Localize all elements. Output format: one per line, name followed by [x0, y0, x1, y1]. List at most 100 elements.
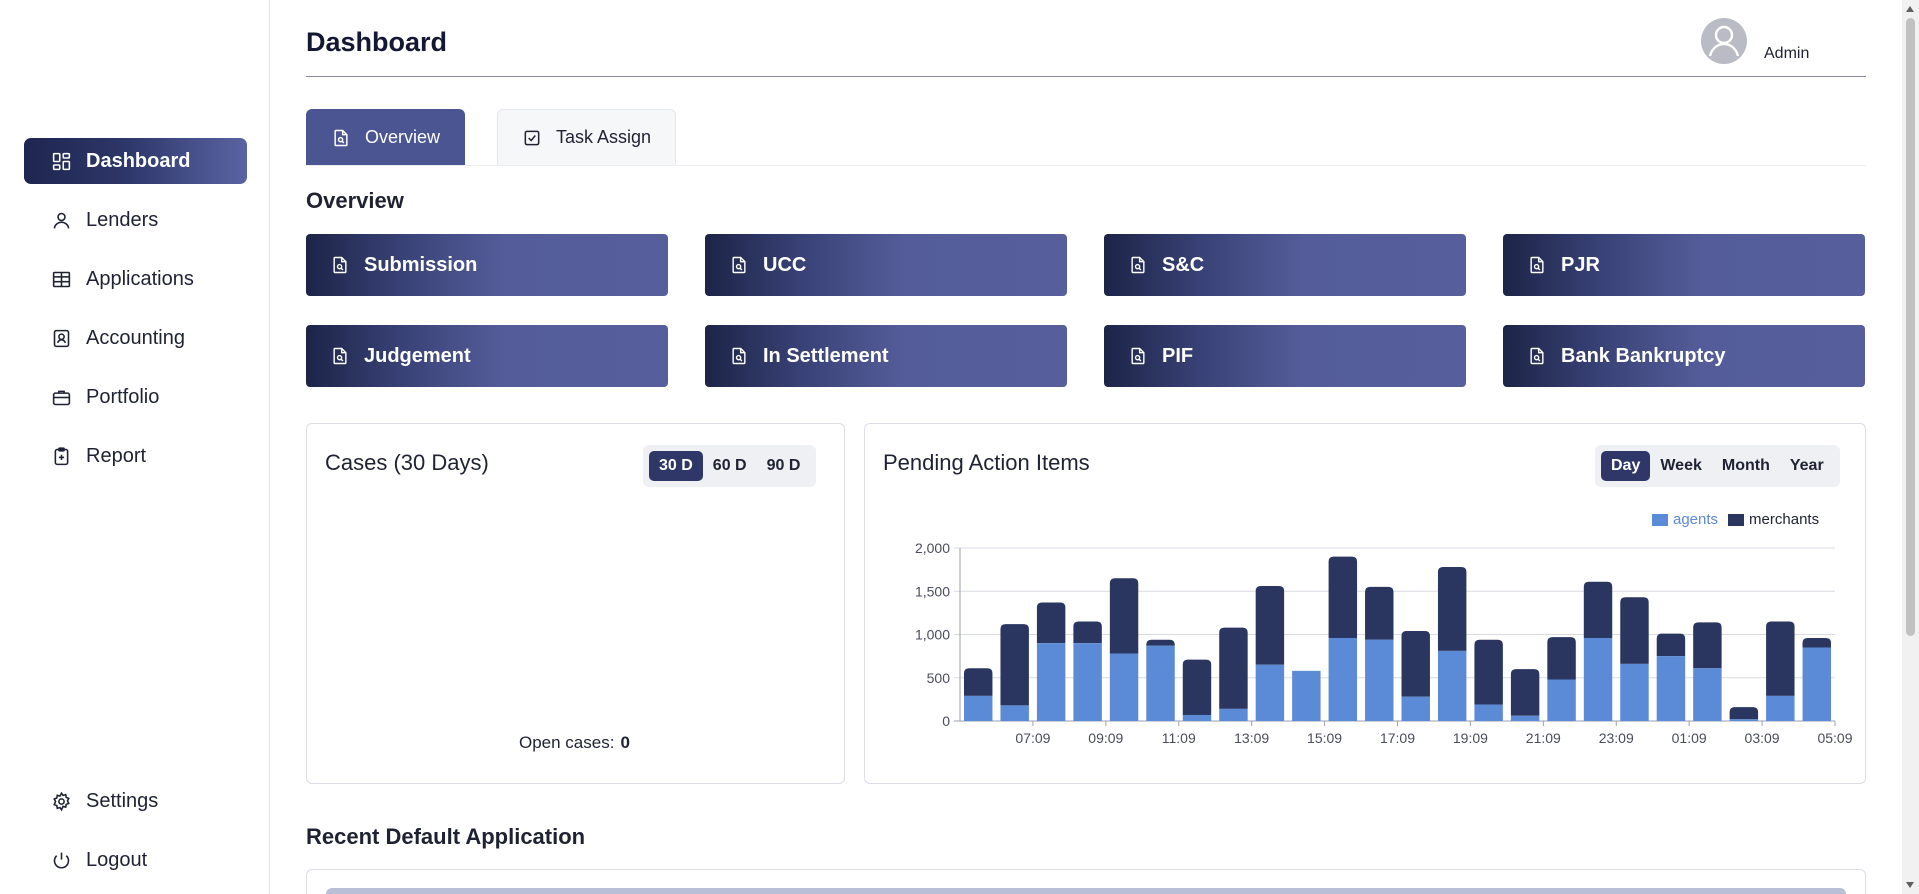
bar-merchants[interactable]	[1073, 621, 1102, 644]
bar-agents[interactable]	[1000, 705, 1029, 721]
sidebar-item-applications[interactable]: Applications	[24, 256, 247, 302]
user-name[interactable]: Admin	[1764, 45, 1810, 62]
cases-range-60d[interactable]: 60 D	[712, 457, 747, 474]
bar-agents[interactable]	[1437, 650, 1467, 721]
bar-merchants[interactable]	[1000, 624, 1029, 706]
bar-merchants[interactable]	[1547, 637, 1576, 680]
x-tick-label: 21:09	[1526, 730, 1561, 746]
bar-agents[interactable]	[1365, 639, 1394, 721]
category-button-submission[interactable]: Submission	[306, 234, 668, 296]
x-tick-label: 01:09	[1672, 730, 1707, 746]
bar-agents[interactable]	[1073, 643, 1102, 721]
cases-range-30d[interactable]: 30 D	[649, 451, 703, 481]
bar-merchants[interactable]	[1510, 669, 1540, 716]
x-tick-label: 23:09	[1599, 730, 1634, 746]
pending-range-year[interactable]: Year	[1789, 457, 1824, 474]
bar-merchants[interactable]	[1219, 627, 1248, 709]
bar-agents[interactable]	[1802, 647, 1831, 721]
bar-agents[interactable]	[1255, 664, 1285, 721]
pending-range-week[interactable]: Week	[1660, 457, 1702, 474]
bar-agents[interactable]	[1036, 643, 1066, 721]
bar-merchants[interactable]	[1401, 631, 1430, 697]
category-button-ucc[interactable]: UCC	[705, 234, 1067, 296]
bar-agents[interactable]	[1766, 695, 1795, 721]
bar-merchants[interactable]	[1656, 633, 1686, 657]
sidebar-item-portfolio[interactable]: Portfolio	[24, 374, 247, 420]
bar-agents[interactable]	[1547, 679, 1576, 721]
open-cases: Open cases: 0	[519, 733, 630, 753]
category-button-s-c[interactable]: S&C	[1104, 234, 1466, 296]
bar-agents[interactable]	[1182, 714, 1212, 721]
bar-agents[interactable]	[1474, 704, 1503, 721]
sidebar-item-label: Report	[86, 444, 147, 467]
sidebar-item-report[interactable]: Report	[24, 433, 247, 479]
bar-agents[interactable]	[1292, 670, 1321, 721]
page-scrollbar[interactable]	[1902, 0, 1919, 894]
bar-agents[interactable]	[1693, 668, 1722, 721]
legend-label-agents[interactable]: agents	[1673, 511, 1719, 528]
bar-merchants[interactable]	[1802, 637, 1831, 648]
category-button-in-settlement[interactable]: In Settlement	[705, 325, 1067, 387]
recent-title: Recent Default Application	[306, 824, 586, 849]
bar-agents[interactable]	[1620, 663, 1649, 721]
sidebar-item-settings[interactable]: Settings	[24, 778, 247, 824]
x-tick-label: 17:09	[1380, 730, 1415, 746]
bar-merchants[interactable]	[1109, 578, 1139, 654]
cases-range-90d[interactable]: 90 D	[766, 457, 801, 474]
bar-agents[interactable]	[1109, 653, 1139, 721]
bar-merchants[interactable]	[1766, 621, 1795, 696]
sidebar-item-accounting[interactable]: Accounting	[24, 315, 247, 361]
bar-merchants[interactable]	[1437, 567, 1467, 651]
bar-merchants[interactable]	[1328, 556, 1358, 638]
bar-agents[interactable]	[1328, 637, 1358, 721]
bar-merchants[interactable]	[1474, 639, 1503, 705]
user-icon	[50, 209, 72, 231]
bar-agents[interactable]	[1510, 715, 1540, 721]
category-button-pif[interactable]: PIF	[1104, 325, 1466, 387]
bar-merchants[interactable]	[1255, 586, 1285, 665]
bar-merchants[interactable]	[1182, 659, 1212, 715]
scroll-thumb[interactable]	[1906, 18, 1915, 636]
sidebar-item-lenders[interactable]: Lenders	[24, 197, 247, 243]
category-button-bank-bankruptcy[interactable]: Bank Bankruptcy	[1503, 325, 1865, 387]
document-search-icon	[732, 347, 746, 365]
category-grid: Submission UCC S&C PJR Judgement In Settlemen…	[306, 234, 1866, 387]
x-tick-label: 13:09	[1234, 730, 1269, 746]
bar-agents[interactable]	[1146, 645, 1175, 721]
scroll-up-arrow-icon[interactable]	[1906, 6, 1914, 12]
x-tick-label: 07:09	[1015, 730, 1050, 746]
category-button-pjr[interactable]: PJR	[1503, 234, 1865, 296]
document-search-icon	[732, 256, 746, 274]
bar-merchants[interactable]	[1146, 639, 1175, 646]
bar-agents[interactable]	[1401, 696, 1430, 721]
bar-merchants[interactable]	[1729, 707, 1759, 720]
bar-agents[interactable]	[1219, 708, 1248, 721]
sidebar-item-label: Logout	[86, 848, 148, 871]
x-tick-label: 05:09	[1817, 730, 1852, 746]
bar-merchants[interactable]	[1583, 581, 1613, 638]
bar-merchants[interactable]	[1693, 622, 1722, 669]
bar-agents[interactable]	[964, 695, 993, 721]
pending-range-day[interactable]: Day	[1601, 451, 1651, 481]
tab-overview[interactable]: Overview	[306, 109, 466, 165]
category-button-judgement[interactable]: Judgement	[306, 325, 668, 387]
legend-label-merchants[interactable]: merchants	[1749, 511, 1820, 528]
bar-merchants[interactable]	[1365, 586, 1394, 640]
tab-bar: Overview Task Assign	[306, 109, 708, 165]
sidebar: Dashboard Lenders Applications Accountin…	[0, 0, 270, 894]
tab-task-assign[interactable]: Task Assign	[497, 109, 677, 165]
sidebar-item-dashboard[interactable]: Dashboard	[24, 138, 247, 184]
scroll-down-arrow-icon[interactable]	[1906, 882, 1914, 888]
bar-agents[interactable]	[1729, 719, 1759, 721]
pending-range-month[interactable]: Month	[1721, 457, 1770, 474]
sidebar-item-logout[interactable]: Logout	[24, 837, 247, 883]
category-label: S&C	[1162, 253, 1205, 276]
avatar[interactable]	[1701, 18, 1747, 64]
open-cases-value: 0	[620, 733, 630, 752]
bar-agents[interactable]	[1656, 656, 1686, 721]
bar-merchants[interactable]	[964, 668, 993, 696]
bar-merchants[interactable]	[1036, 602, 1066, 644]
sidebar-item-label: Applications	[86, 267, 194, 290]
bar-merchants[interactable]	[1620, 597, 1649, 664]
bar-agents[interactable]	[1583, 637, 1613, 721]
